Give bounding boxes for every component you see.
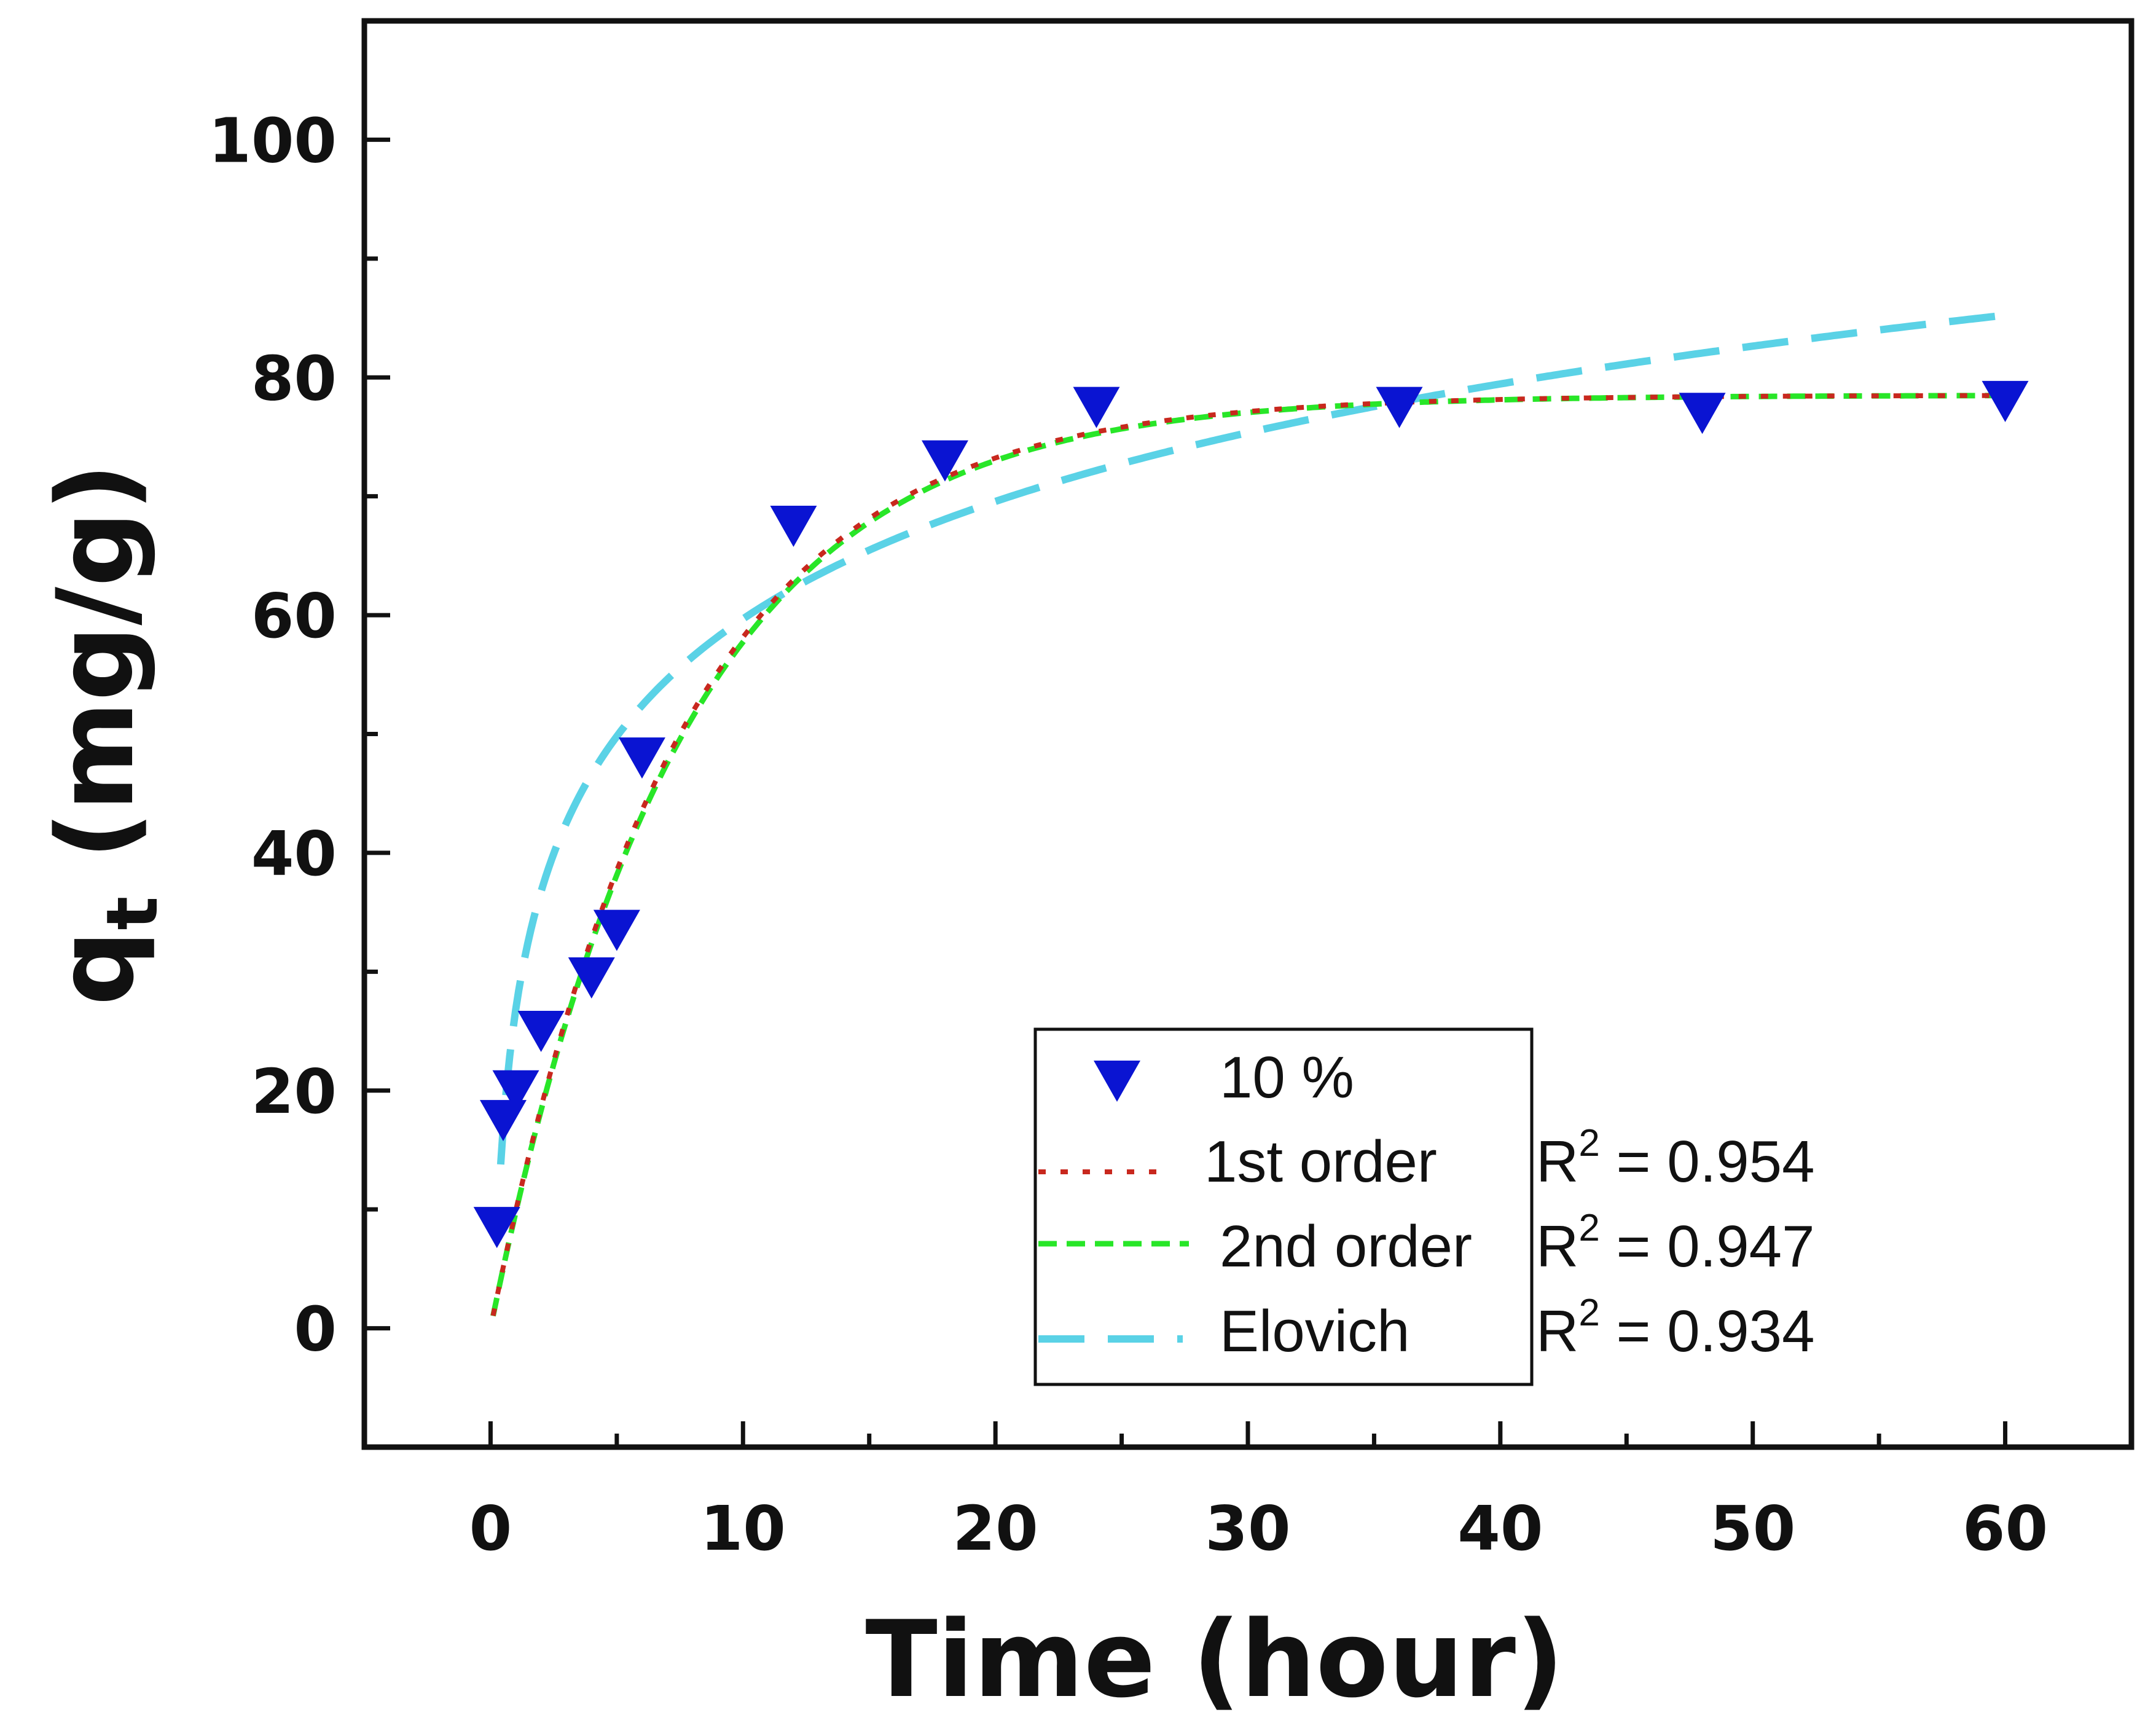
y-tick-label: 100 (208, 104, 337, 176)
fit-curves (490, 312, 2006, 1317)
data-point (1376, 387, 1423, 428)
y-axis-title-unit: (mg/g) (34, 463, 157, 896)
legend-label-series-0: 10 % (1220, 1045, 1354, 1110)
y-tick-label: 0 (294, 1293, 337, 1365)
y-tick-label: 80 (251, 342, 337, 414)
y-axis-title-main: q (34, 930, 157, 1006)
elovich-curve (496, 312, 2006, 1165)
data-point (1679, 393, 1726, 434)
y-axis-title: qt (mg/g) (34, 463, 174, 1006)
y-axis: 0 20 40 60 80 100 (208, 104, 390, 1365)
data-point (770, 506, 817, 548)
x-axis-title: Time (hour) (865, 1598, 1564, 1721)
r-squared-annotations: R2 = 0.954 R2 = 0.947 R2 = 0.934 (1536, 1122, 1814, 1364)
x-tick-label: 40 (1457, 1493, 1543, 1564)
r2-first-order: R2 = 0.954 (1536, 1122, 1814, 1195)
data-point (517, 1011, 565, 1053)
r2-second-order: R2 = 0.947 (1536, 1207, 1814, 1279)
data-point (618, 737, 665, 779)
legend: 10 % 1st order 2nd order Elovich (1033, 1027, 1534, 1386)
x-tick-label: 50 (1710, 1493, 1795, 1564)
y-axis-title-sub: t (92, 897, 174, 930)
x-tick-label: 0 (469, 1493, 512, 1564)
data-point (479, 1100, 527, 1142)
x-tick-label: 30 (1205, 1493, 1290, 1564)
legend-label-series-1: 1st order (1204, 1129, 1437, 1195)
x-tick-label: 60 (1962, 1493, 2048, 1564)
data-point (1982, 380, 2029, 422)
x-tick-label: 20 (953, 1493, 1038, 1564)
first-order-curve (490, 393, 2005, 1317)
y-tick-label: 60 (251, 580, 337, 652)
data-point (921, 440, 968, 482)
x-tick-label: 10 (700, 1493, 786, 1564)
data-point (593, 909, 640, 951)
data-point (568, 957, 615, 999)
legend-label-series-3: Elovich (1220, 1298, 1409, 1364)
legend-label-series-2: 2nd order (1220, 1214, 1472, 1279)
data-point (1073, 387, 1120, 428)
data-points (473, 380, 2029, 1249)
r2-elovich: R2 = 0.934 (1536, 1292, 1814, 1364)
legend-marker-triangle (1094, 1061, 1140, 1102)
y-tick-label: 20 (251, 1056, 337, 1128)
data-point (473, 1207, 520, 1249)
y-tick-label: 40 (251, 818, 337, 890)
x-axis: 0 10 20 30 40 50 60 (469, 1421, 2048, 1564)
data-point (492, 1070, 539, 1112)
